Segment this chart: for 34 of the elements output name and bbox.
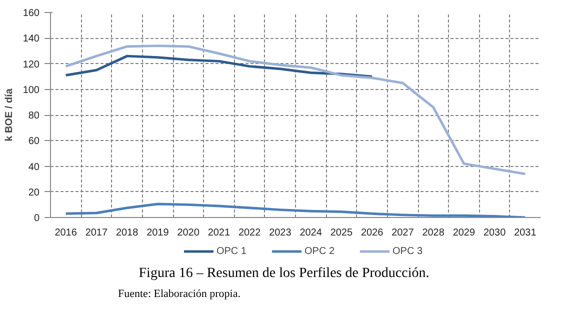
y-tick-label: 120: [22, 59, 40, 70]
x-tick-label: 2030: [483, 228, 506, 238]
legend-label: OPC 2: [304, 246, 335, 256]
x-tick-label: 2028: [422, 228, 445, 238]
x-tick-label: 2027: [392, 228, 414, 238]
y-tick-label: 0: [34, 213, 40, 224]
x-tick-label: 2019: [146, 228, 170, 238]
source-note: Fuente: Elaboración propia.: [118, 287, 240, 302]
x-tick-label: 2023: [269, 228, 292, 238]
x-tick-label: 2020: [177, 228, 200, 238]
x-tick-label: 2031: [514, 228, 537, 238]
y-tick-label: 160: [22, 8, 40, 19]
text: Figura 16 – Resumen de los Perfiles de Producción.: [138, 265, 430, 283]
line-series: [64, 44, 526, 176]
y-tick-label: 140: [22, 34, 40, 45]
x-tick-label: 2029: [452, 228, 476, 238]
y-tick-label: 20: [28, 187, 40, 198]
x-tick-label: 2021: [208, 228, 230, 238]
x-tick-label: 2017: [85, 228, 108, 238]
y-tick-label: 80: [28, 110, 40, 122]
x-tick-label: 2016: [54, 228, 78, 238]
y-tick-label: 40: [28, 162, 40, 173]
x-tick-label: 2025: [330, 228, 353, 238]
line-series: [64, 202, 526, 218]
x-tick-label: 2024: [300, 228, 322, 238]
legend-label: OPC 1: [216, 246, 246, 256]
y-axis-title: k BOE / día: [4, 88, 15, 142]
y-tick-label: 60: [28, 136, 40, 148]
x-tick-label: 2022: [238, 228, 262, 238]
y-tick-label: 100: [22, 84, 40, 96]
line-series: [64, 54, 374, 78]
x-tick-label: 2018: [116, 228, 139, 238]
legend-label: OPC 3: [392, 246, 423, 256]
x-tick-label: 2026: [360, 228, 384, 238]
